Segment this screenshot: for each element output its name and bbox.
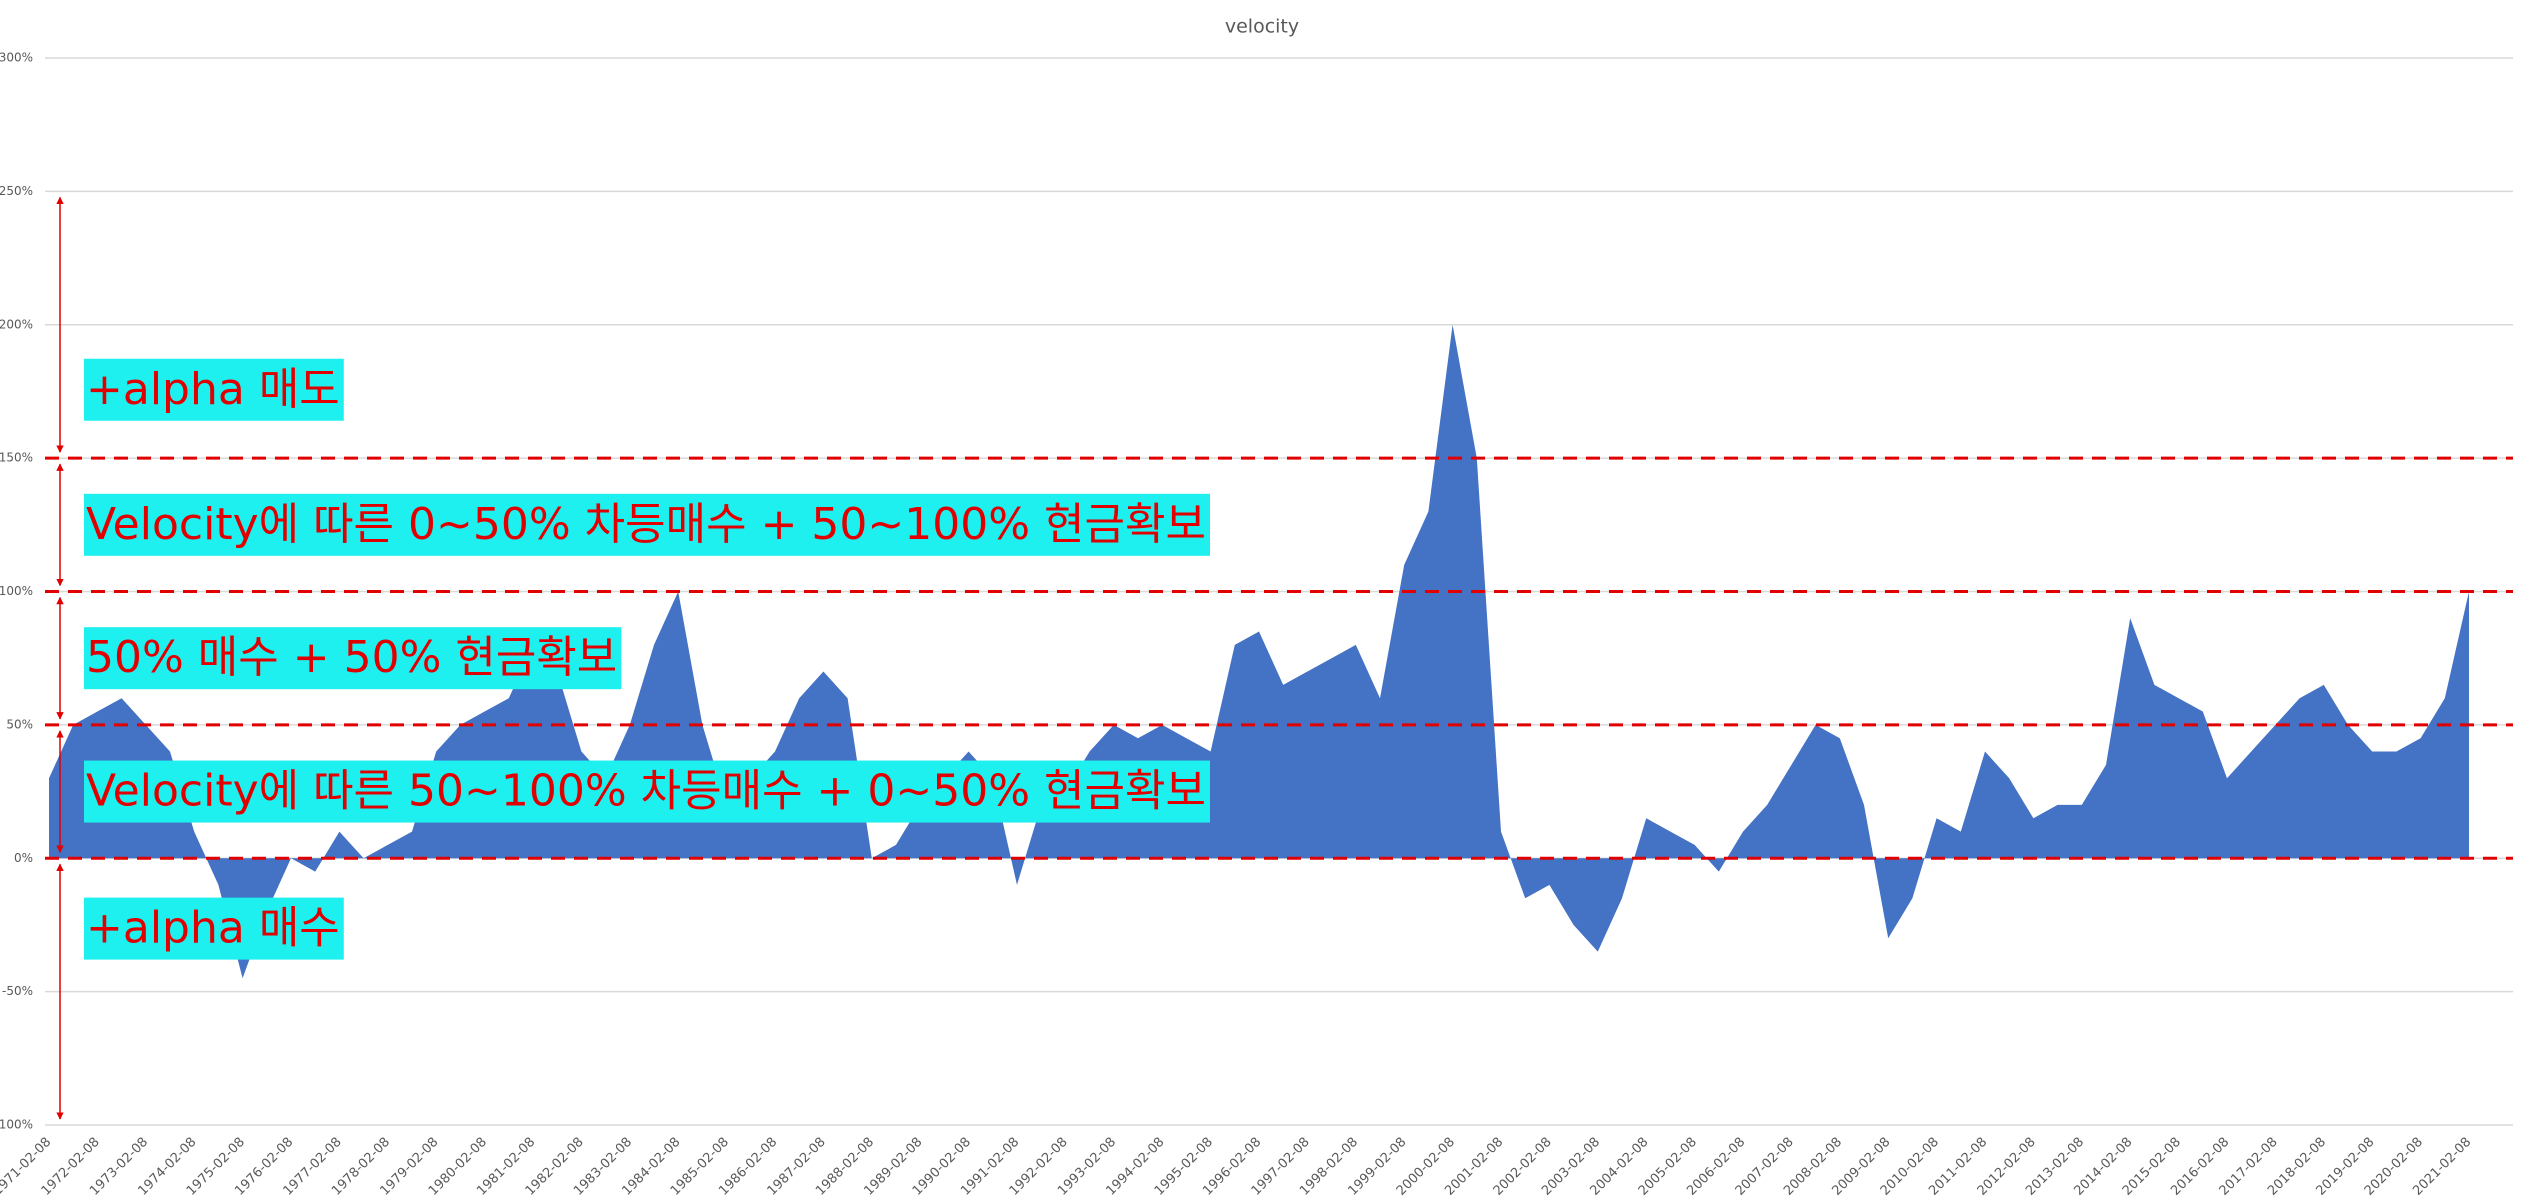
y-tick-label: 250% [0, 184, 33, 198]
annotation-text: +alpha 매수 [86, 903, 340, 954]
y-tick-label: 200% [0, 317, 33, 331]
y-tick-label: 150% [0, 451, 33, 465]
y-tick-label: -50% [2, 984, 33, 998]
annotation-text: 50% 매수 + 50% 현금확보 [86, 632, 617, 683]
annotation-box [84, 760, 1210, 823]
y-tick-label: 50% [6, 717, 33, 731]
y-tick-label: 300% [0, 51, 33, 65]
annotation-box [84, 358, 344, 421]
y-tick-label: -100% [0, 1118, 33, 1132]
annotation-text: +alpha 매도 [86, 364, 340, 415]
annotation-text: Velocity에 따른 0~50% 차등매수 + 50~100% 현금확보 [86, 499, 1206, 550]
chart-title: velocity [1225, 16, 1299, 38]
annotation-box [84, 493, 1210, 556]
y-tick-label: 100% [0, 584, 33, 598]
y-tick-label: 0% [14, 851, 33, 865]
annotation-box [84, 627, 622, 690]
annotation-box [84, 897, 344, 960]
annotation-text: Velocity에 따른 50~100% 차등매수 + 0~50% 현금확보 [86, 766, 1206, 817]
